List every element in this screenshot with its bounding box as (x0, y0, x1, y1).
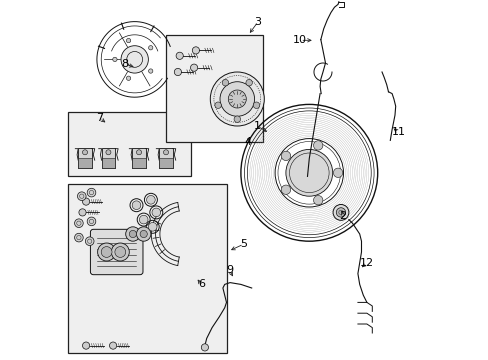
Text: 3: 3 (254, 17, 261, 27)
Circle shape (313, 195, 322, 205)
Circle shape (192, 47, 199, 54)
Circle shape (75, 219, 83, 228)
Circle shape (214, 102, 221, 108)
Circle shape (201, 344, 208, 351)
Bar (102, 148, 115, 168)
Circle shape (176, 52, 183, 59)
Text: 4: 4 (244, 137, 251, 147)
Circle shape (174, 68, 181, 76)
Circle shape (136, 227, 151, 241)
Text: 7: 7 (96, 113, 103, 123)
Circle shape (281, 185, 290, 194)
Bar (68, 112, 191, 176)
Circle shape (152, 208, 160, 217)
Circle shape (109, 342, 117, 349)
Circle shape (126, 76, 130, 80)
Circle shape (82, 342, 89, 349)
Circle shape (132, 201, 141, 210)
Text: 5: 5 (240, 239, 247, 249)
Circle shape (125, 227, 140, 241)
Circle shape (140, 230, 147, 238)
Circle shape (121, 46, 148, 73)
Circle shape (234, 116, 240, 122)
Text: 10: 10 (293, 35, 306, 45)
Circle shape (82, 150, 87, 155)
Circle shape (129, 230, 136, 238)
Circle shape (113, 57, 117, 62)
Text: 2: 2 (339, 211, 346, 221)
Circle shape (85, 237, 94, 246)
Circle shape (87, 188, 96, 197)
Circle shape (228, 90, 246, 108)
Circle shape (148, 69, 153, 73)
Text: 12: 12 (359, 258, 373, 268)
Bar (78, 148, 92, 168)
Circle shape (148, 46, 153, 50)
Bar (68, 184, 227, 353)
Circle shape (77, 192, 86, 201)
Text: 6: 6 (197, 279, 204, 289)
Bar (132, 158, 145, 168)
Circle shape (210, 72, 264, 126)
Circle shape (313, 141, 322, 150)
Bar (159, 158, 172, 168)
Circle shape (222, 80, 228, 86)
Circle shape (146, 195, 155, 204)
Circle shape (79, 209, 86, 216)
Circle shape (333, 168, 342, 177)
Circle shape (190, 64, 197, 71)
Circle shape (111, 243, 129, 261)
Bar (78, 158, 92, 168)
Circle shape (136, 150, 141, 155)
Circle shape (285, 149, 332, 196)
Circle shape (115, 247, 125, 257)
Bar (159, 148, 172, 168)
Circle shape (106, 150, 111, 155)
Circle shape (281, 151, 290, 161)
Text: 9: 9 (225, 265, 232, 275)
Circle shape (82, 198, 89, 205)
Circle shape (75, 233, 83, 242)
Circle shape (332, 204, 348, 220)
Bar (166, 35, 263, 142)
Bar (102, 158, 115, 168)
Circle shape (245, 80, 252, 86)
Text: 11: 11 (391, 127, 405, 138)
Circle shape (253, 102, 259, 108)
Text: 1: 1 (253, 121, 260, 131)
Circle shape (139, 215, 148, 224)
Text: 8: 8 (121, 59, 128, 69)
Circle shape (163, 150, 168, 155)
Circle shape (336, 208, 345, 217)
Circle shape (98, 243, 115, 261)
Circle shape (148, 222, 157, 231)
Circle shape (220, 82, 254, 116)
FancyBboxPatch shape (90, 229, 142, 275)
Circle shape (126, 39, 130, 43)
Circle shape (101, 247, 112, 257)
Circle shape (87, 217, 96, 226)
Bar (132, 148, 145, 168)
